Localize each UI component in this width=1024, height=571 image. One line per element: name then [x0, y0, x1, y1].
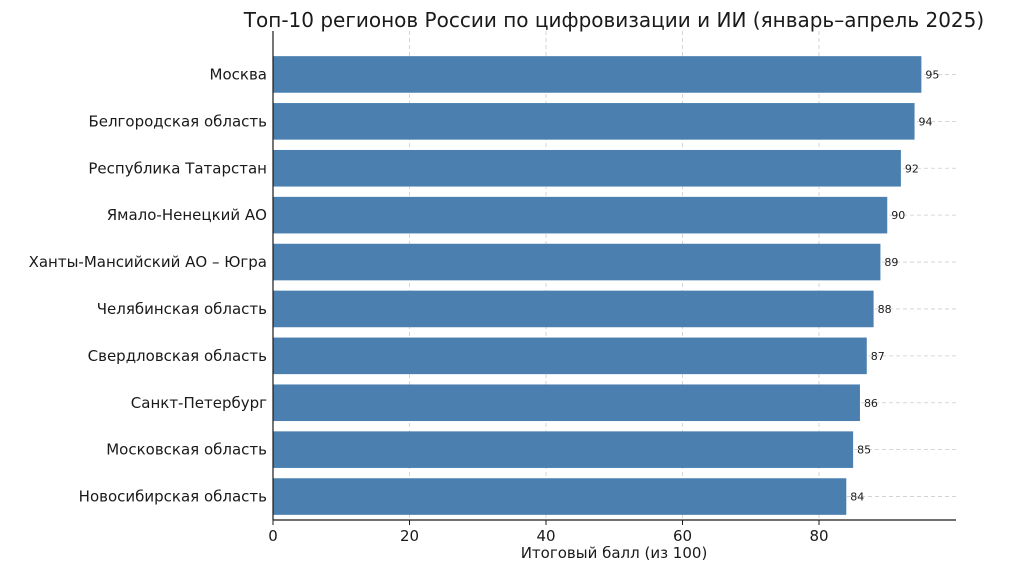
x-tick-label: 60	[673, 527, 692, 545]
bars	[273, 56, 922, 515]
bar	[273, 384, 860, 422]
bar	[273, 431, 854, 468]
category-label: Ханты-Мансийский АО – Югра	[29, 253, 267, 271]
bar-value-label: 87	[871, 350, 885, 363]
x-tick-label: 80	[809, 527, 828, 545]
bar-value-label: 89	[884, 256, 898, 269]
bar	[273, 56, 922, 93]
category-labels: Москва Белгородская область Республика Тат…	[29, 65, 268, 505]
bar-value-label: 92	[905, 162, 919, 175]
category-label: Ямало-Ненецкий АО	[107, 206, 267, 224]
category-label: Белгородская область	[88, 112, 267, 130]
x-tick-label: 20	[400, 527, 419, 545]
bar-value-label: 90	[891, 209, 905, 222]
category-label: Челябинская область	[97, 300, 267, 318]
bar-value-label: 85	[857, 444, 871, 457]
bar	[273, 196, 888, 234]
bar-value-label: 86	[864, 397, 878, 410]
value-labels: 95 94 92 90 89 88 87 86 85 84	[850, 68, 939, 503]
category-label: Московская область	[106, 441, 267, 459]
category-label: Санкт-Петербург	[131, 394, 267, 412]
bar-value-label: 95	[925, 68, 939, 81]
category-label: Республика Татарстан	[88, 159, 267, 177]
chart-title: Топ-10 регионов России по цифровизации и…	[243, 8, 984, 32]
bar-value-label: 94	[919, 115, 933, 128]
bar	[273, 337, 867, 375]
bar-value-label: 84	[850, 491, 864, 504]
bar	[273, 290, 874, 328]
bar	[273, 478, 847, 515]
bar	[273, 243, 881, 281]
bar-value-label: 88	[878, 303, 892, 316]
category-label: Свердловская область	[88, 347, 267, 365]
x-tick-label: 0	[268, 527, 278, 545]
bar	[273, 103, 915, 140]
axes	[272, 31, 956, 521]
bar	[273, 149, 901, 187]
x-ticks: 0 20 40 60 80	[268, 520, 829, 545]
x-axis-title: Итоговый балл (из 100)	[521, 544, 708, 562]
category-label: Новосибирская область	[79, 488, 267, 506]
x-tick-label: 40	[536, 527, 555, 545]
category-label: Москва	[210, 65, 267, 83]
